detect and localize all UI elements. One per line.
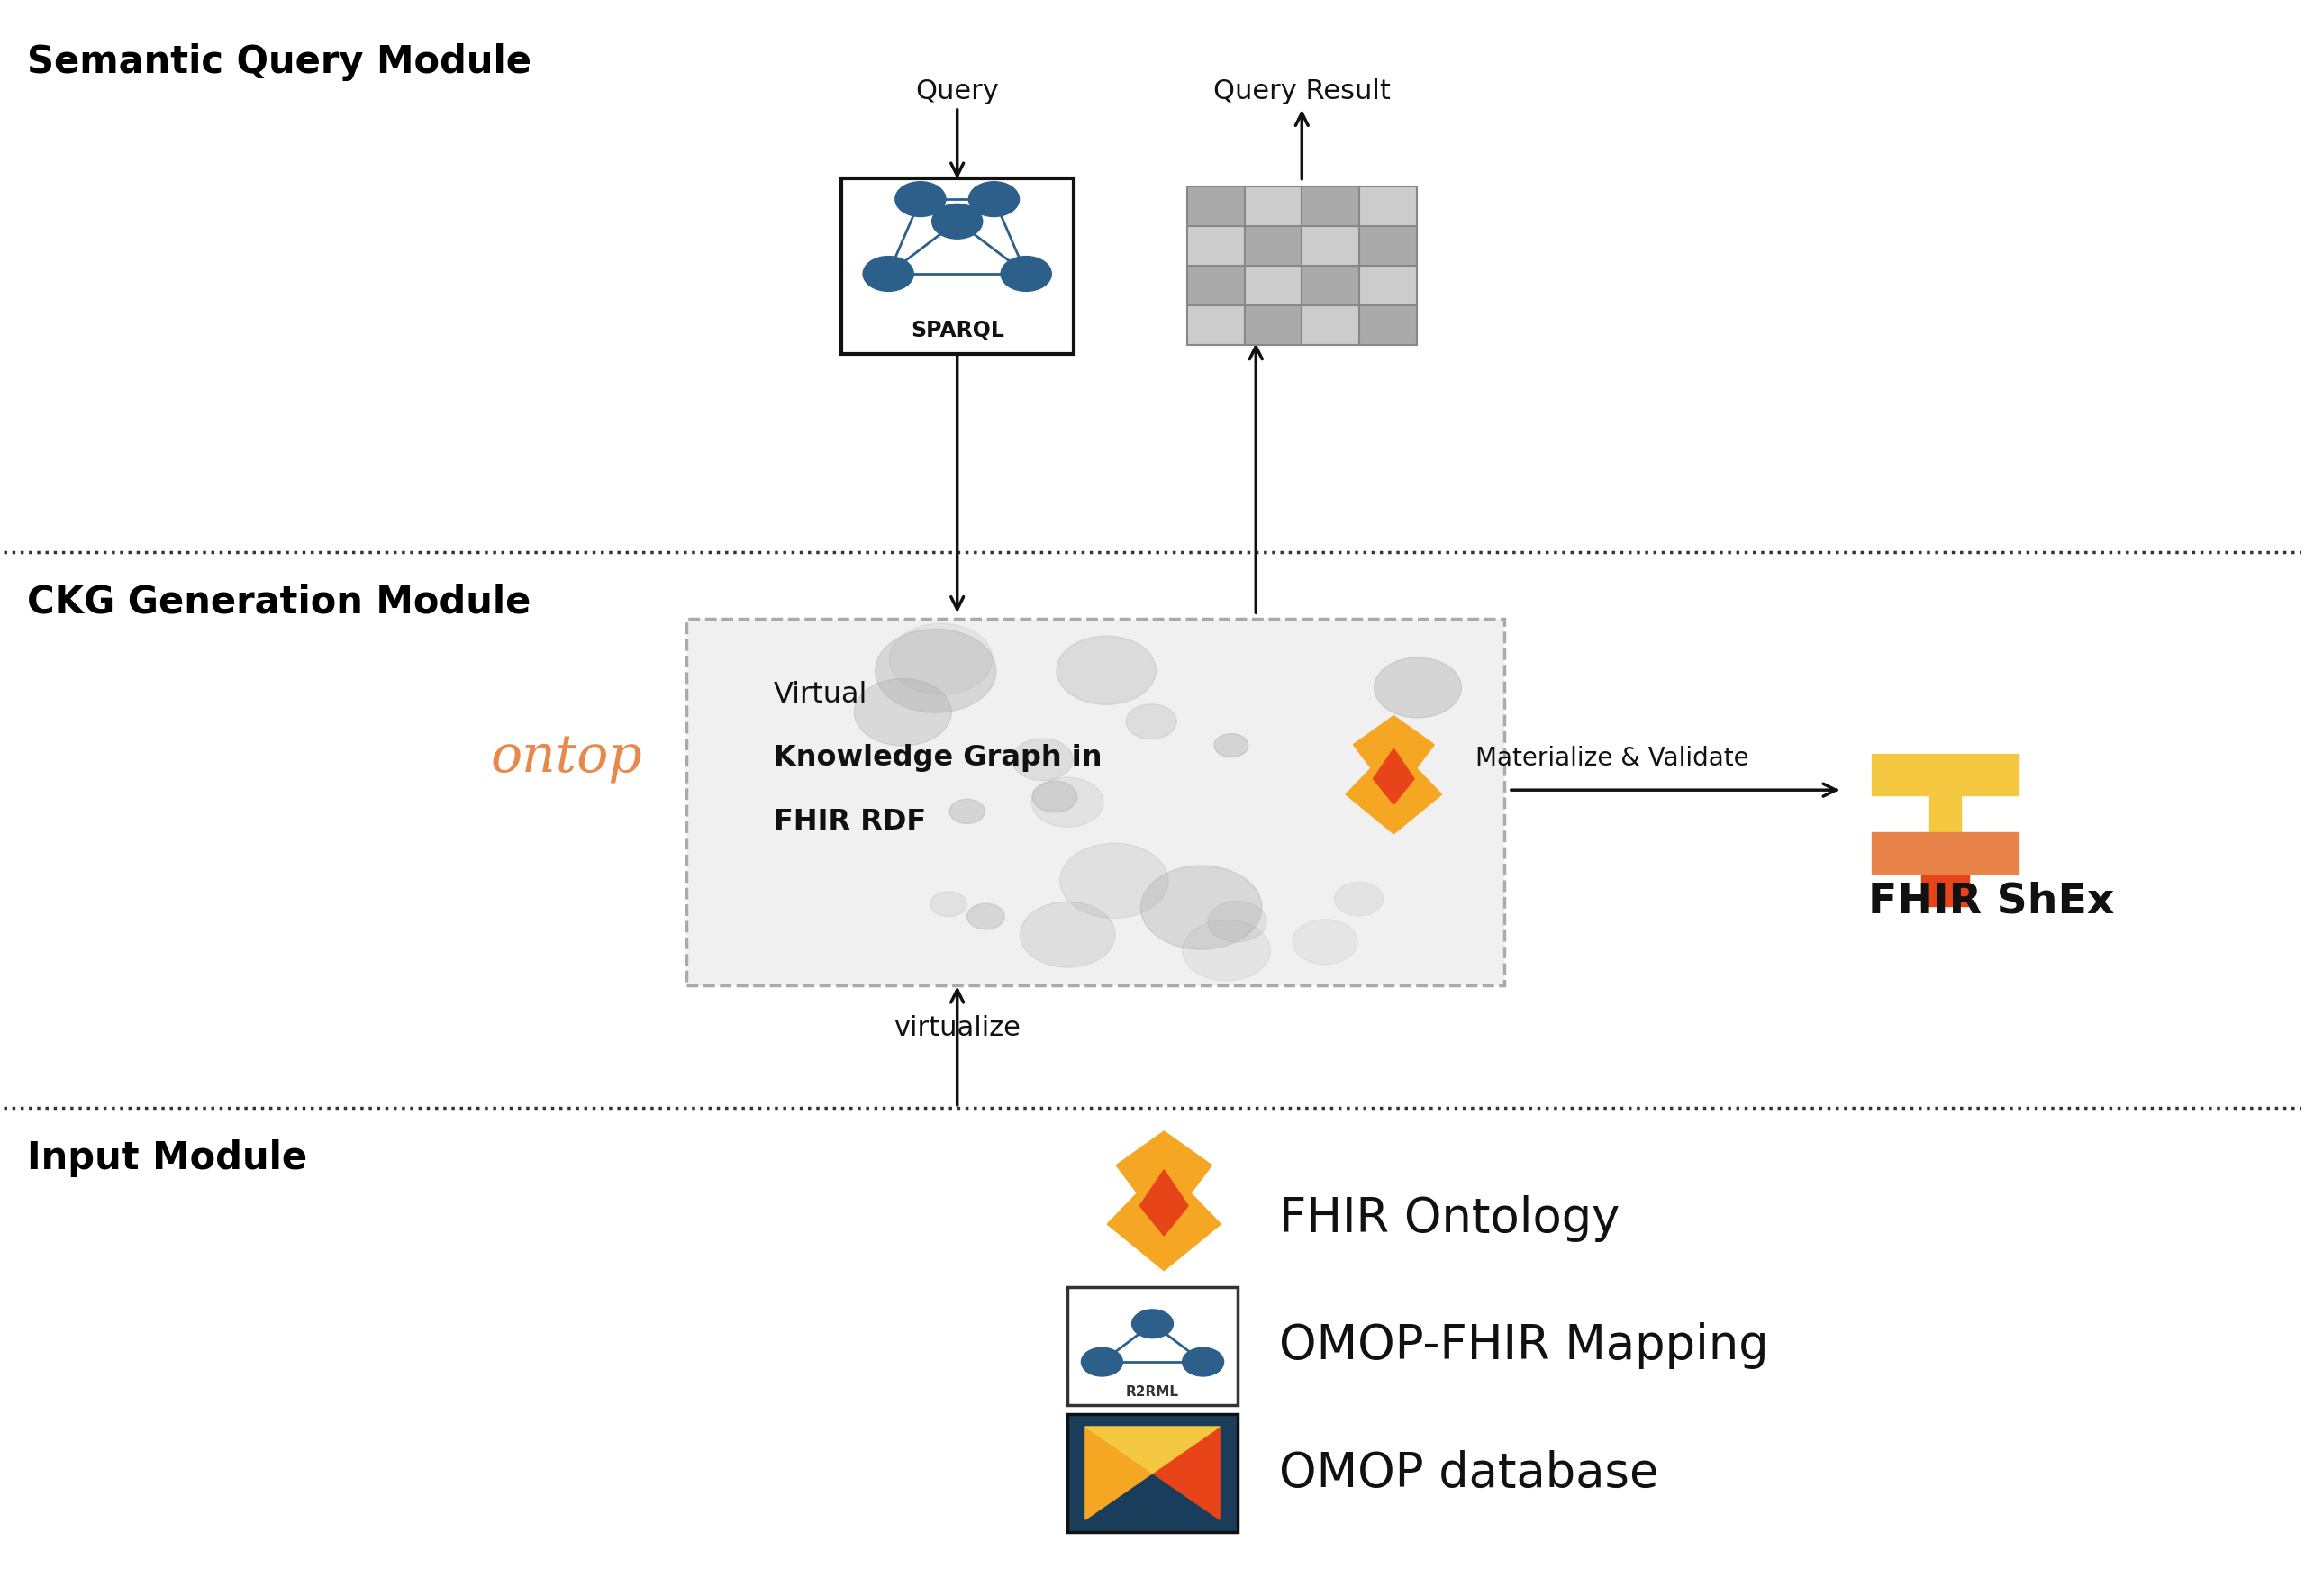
Polygon shape xyxy=(1106,1132,1222,1270)
Polygon shape xyxy=(1374,749,1415,804)
Circle shape xyxy=(862,257,913,292)
Bar xyxy=(1245,305,1302,345)
Circle shape xyxy=(1182,1347,1224,1376)
FancyBboxPatch shape xyxy=(687,619,1505,985)
Text: Semantic Query Module: Semantic Query Module xyxy=(28,43,530,81)
Circle shape xyxy=(1127,704,1176,739)
Text: Input Module: Input Module xyxy=(28,1140,307,1178)
Bar xyxy=(1360,227,1418,267)
Bar xyxy=(1187,267,1245,305)
Circle shape xyxy=(1182,919,1270,982)
Polygon shape xyxy=(1086,1427,1152,1519)
Polygon shape xyxy=(1872,753,2019,832)
Text: FHIR RDF: FHIR RDF xyxy=(774,808,927,836)
Text: FHIR Ontology: FHIR Ontology xyxy=(1279,1195,1620,1242)
Bar xyxy=(1302,227,1360,267)
Circle shape xyxy=(1374,658,1461,718)
Text: Virtual: Virtual xyxy=(774,681,867,709)
Text: Query: Query xyxy=(915,78,998,104)
Polygon shape xyxy=(1346,715,1441,833)
Text: Knowledge Graph in: Knowledge Graph in xyxy=(774,744,1102,772)
Bar xyxy=(1360,187,1418,227)
Circle shape xyxy=(876,629,996,713)
Text: ontop: ontop xyxy=(491,733,643,784)
Circle shape xyxy=(1132,1309,1173,1337)
Bar xyxy=(1245,187,1302,227)
Circle shape xyxy=(1215,734,1249,757)
Bar xyxy=(1360,305,1418,345)
Text: Query Result: Query Result xyxy=(1212,78,1390,104)
Text: SPARQL: SPARQL xyxy=(910,319,1005,342)
Circle shape xyxy=(1060,843,1169,918)
Circle shape xyxy=(1293,919,1358,964)
FancyBboxPatch shape xyxy=(1067,1288,1238,1404)
Circle shape xyxy=(1000,257,1051,292)
Polygon shape xyxy=(1920,873,1968,907)
Text: OMOP-FHIR Mapping: OMOP-FHIR Mapping xyxy=(1279,1323,1768,1369)
Bar xyxy=(1187,305,1245,345)
Circle shape xyxy=(1208,902,1268,942)
Circle shape xyxy=(1081,1347,1123,1376)
Bar xyxy=(1302,305,1360,345)
Text: OMOP database: OMOP database xyxy=(1279,1449,1657,1497)
Bar xyxy=(1245,227,1302,267)
Polygon shape xyxy=(1139,1170,1189,1235)
FancyBboxPatch shape xyxy=(1067,1414,1238,1532)
Circle shape xyxy=(968,182,1019,217)
Bar xyxy=(1187,227,1245,267)
Bar xyxy=(1360,267,1418,305)
Text: virtualize: virtualize xyxy=(894,1015,1021,1042)
Circle shape xyxy=(1021,902,1116,967)
Text: Materialize & Validate: Materialize & Validate xyxy=(1475,745,1749,771)
Circle shape xyxy=(890,624,993,694)
Circle shape xyxy=(1141,865,1261,950)
Bar xyxy=(1187,187,1245,227)
Circle shape xyxy=(950,800,984,824)
Bar xyxy=(1245,267,1302,305)
Bar xyxy=(1302,267,1360,305)
Circle shape xyxy=(855,678,952,745)
Circle shape xyxy=(1056,635,1157,705)
Text: R2RML: R2RML xyxy=(1125,1385,1180,1398)
Circle shape xyxy=(894,182,945,217)
Circle shape xyxy=(1012,739,1072,780)
Text: CKG Generation Module: CKG Generation Module xyxy=(28,584,530,621)
Circle shape xyxy=(968,903,1005,929)
FancyBboxPatch shape xyxy=(841,179,1074,354)
Circle shape xyxy=(1033,780,1076,812)
Bar xyxy=(1302,187,1360,227)
Circle shape xyxy=(1033,777,1104,827)
Polygon shape xyxy=(1872,832,2019,873)
Circle shape xyxy=(1335,883,1383,916)
Polygon shape xyxy=(1152,1427,1219,1519)
Polygon shape xyxy=(1086,1427,1219,1473)
Text: FHIR ShEx: FHIR ShEx xyxy=(1867,881,2114,921)
Circle shape xyxy=(931,204,982,239)
Circle shape xyxy=(931,892,966,916)
